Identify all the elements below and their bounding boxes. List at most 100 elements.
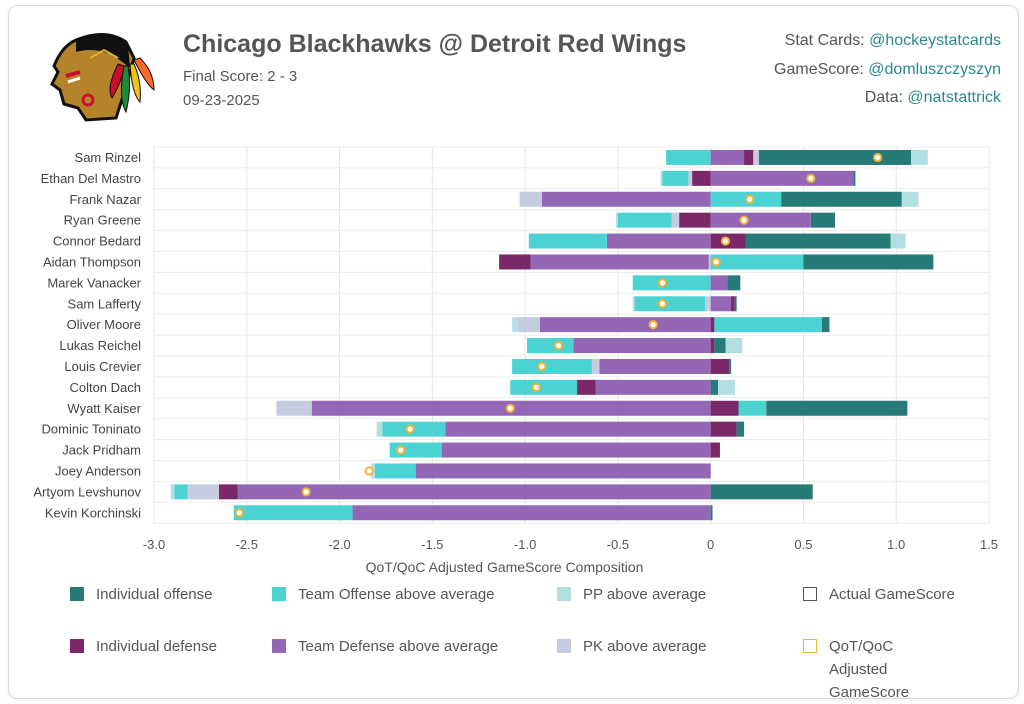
bar-segment-td [541,191,711,207]
player-name-label: Jack Pridham [62,443,141,458]
player-name-label: Dominic Toninato [42,422,141,437]
bar-segment-pk [708,254,711,270]
bar-segment-id [710,338,715,354]
bar-segment-id [577,379,596,395]
legend-swatch [272,587,286,601]
adjusted-gamescore-marker [720,236,731,246]
legend-item-id[interactable]: Individual defense [70,638,217,655]
player-name-label: Ryan Greene [64,213,141,228]
adjusted-gamescore-marker [806,173,816,183]
bar-segment-to [714,317,822,333]
bar-segment-td [415,463,711,479]
bar-segment-to [510,379,578,395]
x-tick-label: -1.5 [421,537,443,552]
x-tick-label: -1.0 [514,537,536,552]
bar-segment-to [632,275,711,291]
bar-segment-pp [376,421,383,437]
bar-segment-io [710,379,719,395]
player-name-label: Ethan Del Mastro [41,171,141,186]
credit-handle-link[interactable]: @hockeystatcards [869,32,1001,49]
player-name-label: Aidan Thompson [43,254,141,269]
bar-segment-io [766,400,908,416]
bar-segment-io [714,338,726,354]
player-name-label: Lukas Reichel [59,338,141,353]
bar-segment-to [662,170,689,186]
bar-segment-td [595,379,711,395]
bar-segment-to [738,400,767,416]
stat-card [8,5,1019,699]
legend-item-pp[interactable]: PP above average [557,586,706,603]
adjusted-gamescore-marker [531,382,541,392]
bar-segment-pk [671,212,680,228]
bar-segment-id [710,442,720,458]
adjusted-gamescore-marker [553,340,564,351]
bar-segment-id [692,170,711,186]
player-name-label: Frank Nazar [69,192,141,207]
bar-segment-td [710,212,811,228]
legend-item-actual[interactable]: Actual GameScore [803,586,955,603]
bar-segment-td [441,442,711,458]
bar-segment-pk [519,191,542,207]
bar-segment-io [822,317,830,333]
x-tick-label: 0 [707,537,714,552]
x-tick-label: 1.5 [980,537,998,552]
adjusted-gamescore-marker [505,403,515,413]
player-name-label: Colton Dach [69,380,141,395]
bar-segment-pp [632,296,635,312]
bar-segment-td [530,254,709,270]
bar-segment-td [237,484,711,500]
player-name-label: Oliver Moore [67,317,141,332]
bar-segment-id [744,149,754,165]
legend-label: Individual defense [96,638,217,655]
player-name-label: Wyatt Kaiser [67,401,141,416]
legend-item-to[interactable]: Team Offense above average [272,586,495,603]
bar-segment-io [729,358,732,374]
bar-segment-td [710,275,728,291]
bar-segment-to [666,149,711,165]
legend-item-td[interactable]: Team Defense above average [272,638,498,655]
bar-segment-pk [517,317,540,333]
bar-segment-pp [911,149,928,165]
page-title: Chicago Blackhawks @ Detroit Red Wings [183,30,687,58]
bar-segment-io [758,149,912,165]
bar-segment-to [634,296,706,312]
adjusted-gamescore-marker [301,487,311,497]
player-name-label: Connor Bedard [53,234,141,249]
final-score: Final Score: 2 - 3 [183,68,298,85]
x-axis-title: QoT/QoC Adjusted GameScore Composition [366,559,644,575]
bar-segment-td [573,338,711,354]
legend-item-io[interactable]: Individual offense [70,586,212,603]
bar-segment-io [727,275,741,291]
bar-segment-io [745,233,891,249]
credit-handle-link[interactable]: @natstattrick [907,89,1001,106]
player-name-label: Kevin Korchinski [45,505,141,520]
bar-segment-td [445,421,711,437]
bar-segment-pp [616,212,618,228]
player-name-label: Louis Crevier [64,359,141,374]
adjusted-gamescore-marker [364,466,374,476]
legend-label: Individual offense [96,586,213,603]
adjusted-gamescore-marker [537,361,547,372]
x-tick-label: -0.5 [607,537,629,552]
bar-segment-td [710,296,732,312]
adjusted-gamescore-marker [648,320,658,330]
bar-segment-io [803,254,934,270]
bar-segment-pk [688,170,693,186]
bar-segment-to [528,233,607,249]
player-name-label: Marek Vanacker [47,275,141,290]
legend-swatch [803,639,817,653]
bar-segment-pk [591,358,600,374]
adjusted-gamescore-marker [873,152,883,163]
credit-handle-link[interactable]: @domluszczyszyn [868,60,1001,78]
bar-segment-pp [890,233,906,249]
legend-label: Team Defense above average [298,638,499,655]
legend-item-pk[interactable]: PK above average [557,638,706,655]
player-name-label: Sam Lafferty [68,296,142,311]
adjusted-gamescore-marker [234,508,244,518]
legend-swatch [70,639,84,653]
bar-segment-id [499,254,531,270]
bar-segment-id [710,358,730,374]
legend-item-adjusted[interactable]: QoT/QoC Adjusted GameScore [803,638,954,704]
x-tick-label: 1.0 [887,537,905,552]
